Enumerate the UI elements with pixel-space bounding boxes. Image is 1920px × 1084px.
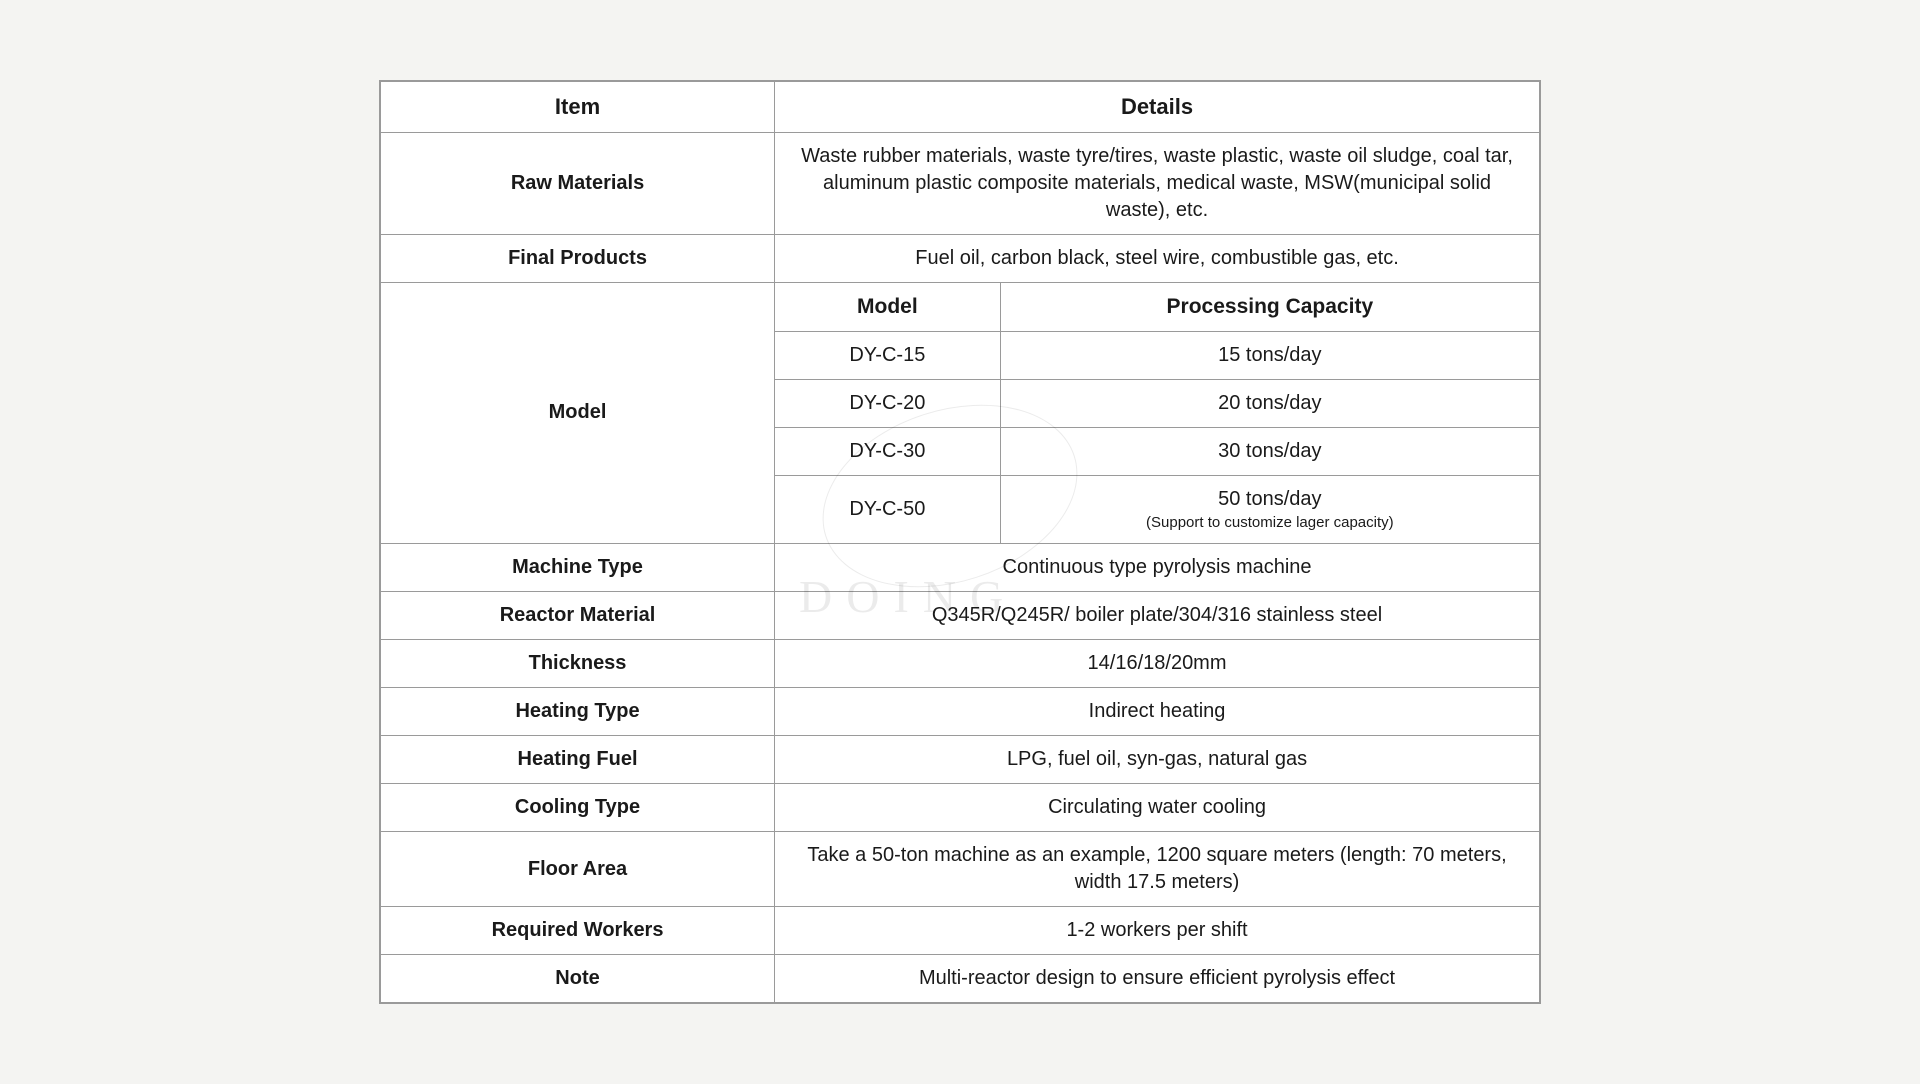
header-item: Item xyxy=(381,81,775,132)
row-value-raw-materials: Waste rubber materials, waste tyre/tires… xyxy=(775,132,1540,234)
row-label-cooling-type: Cooling Type xyxy=(381,784,775,832)
model-entry-capacity-note: (Support to customize lager capacity) xyxy=(1015,513,1525,533)
spec-table-container: Item Details Raw Materials Waste rubber … xyxy=(379,80,1541,1004)
model-entry-model: DY-C-20 xyxy=(775,379,1001,427)
table-row: Reactor Material Q345R/Q245R/ boiler pla… xyxy=(381,592,1540,640)
model-entry-capacity-main: 50 tons/day xyxy=(1218,488,1321,510)
row-value-machine-type: Continuous type pyrolysis machine xyxy=(775,544,1540,592)
row-label-final-products: Final Products xyxy=(381,234,775,282)
model-entry-capacity: 30 tons/day xyxy=(1000,427,1539,475)
row-value-floor-area: Take a 50-ton machine as an example, 120… xyxy=(775,832,1540,907)
row-label-reactor-material: Reactor Material xyxy=(381,592,775,640)
table-row: Machine Type Continuous type pyrolysis m… xyxy=(381,544,1540,592)
row-label-required-workers: Required Workers xyxy=(381,907,775,955)
model-entry-capacity: 15 tons/day xyxy=(1000,331,1539,379)
table-row: Thickness 14/16/18/20mm xyxy=(381,640,1540,688)
row-value-heating-fuel: LPG, fuel oil, syn-gas, natural gas xyxy=(775,736,1540,784)
row-label-raw-materials: Raw Materials xyxy=(381,132,775,234)
row-value-reactor-material: Q345R/Q245R/ boiler plate/304/316 stainl… xyxy=(775,592,1540,640)
row-label-model: Model xyxy=(381,282,775,544)
model-subheader-capacity: Processing Capacity xyxy=(1000,282,1539,331)
spec-table: Item Details Raw Materials Waste rubber … xyxy=(380,81,1540,1003)
model-entry-model: DY-C-50 xyxy=(775,475,1001,543)
table-row: Raw Materials Waste rubber materials, wa… xyxy=(381,132,1540,234)
table-row: Cooling Type Circulating water cooling xyxy=(381,784,1540,832)
row-value-required-workers: 1-2 workers per shift xyxy=(775,907,1540,955)
table-row: Heating Fuel LPG, fuel oil, syn-gas, nat… xyxy=(381,736,1540,784)
row-value-note: Multi-reactor design to ensure efficient… xyxy=(775,955,1540,1003)
table-row: Model Model Processing Capacity xyxy=(381,282,1540,331)
table-row: Required Workers 1-2 workers per shift xyxy=(381,907,1540,955)
row-label-floor-area: Floor Area xyxy=(381,832,775,907)
header-details: Details xyxy=(775,81,1540,132)
row-value-thickness: 14/16/18/20mm xyxy=(775,640,1540,688)
model-entry-capacity: 20 tons/day xyxy=(1000,379,1539,427)
row-label-heating-type: Heating Type xyxy=(381,688,775,736)
table-header-row: Item Details xyxy=(381,81,1540,132)
table-row: Floor Area Take a 50-ton machine as an e… xyxy=(381,832,1540,907)
row-label-machine-type: Machine Type xyxy=(381,544,775,592)
model-subheader-model: Model xyxy=(775,282,1001,331)
row-value-final-products: Fuel oil, carbon black, steel wire, comb… xyxy=(775,234,1540,282)
table-row: Final Products Fuel oil, carbon black, s… xyxy=(381,234,1540,282)
row-value-heating-type: Indirect heating xyxy=(775,688,1540,736)
table-row: Heating Type Indirect heating xyxy=(381,688,1540,736)
model-entry-model: DY-C-15 xyxy=(775,331,1001,379)
model-entry-model: DY-C-30 xyxy=(775,427,1001,475)
model-entry-capacity: 50 tons/day (Support to customize lager … xyxy=(1000,475,1539,543)
row-label-thickness: Thickness xyxy=(381,640,775,688)
spec-table-wrap: Item Details Raw Materials Waste rubber … xyxy=(379,80,1541,1004)
row-label-note: Note xyxy=(381,955,775,1003)
table-row: Note Multi-reactor design to ensure effi… xyxy=(381,955,1540,1003)
row-label-heating-fuel: Heating Fuel xyxy=(381,736,775,784)
row-value-cooling-type: Circulating water cooling xyxy=(775,784,1540,832)
